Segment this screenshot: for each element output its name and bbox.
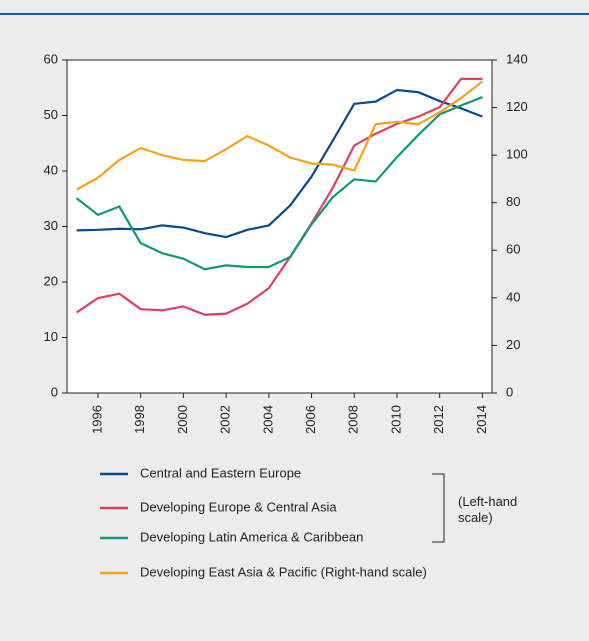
y-tick-label: 30 (44, 218, 58, 233)
y-tick-label: 40 (44, 162, 58, 177)
y-tick-label: 20 (44, 273, 58, 288)
x-tick-label: 2002 (218, 405, 233, 434)
y2-tick-label: 120 (506, 99, 528, 114)
y2-tick-label: 140 (506, 51, 528, 66)
x-tick-label: 1996 (89, 405, 104, 434)
y-tick-label: 10 (44, 329, 58, 344)
y2-tick-label: 0 (506, 384, 513, 399)
x-tick-label: 2000 (175, 405, 190, 434)
x-tick-label: 2004 (260, 405, 275, 434)
series-line (76, 88, 483, 239)
y2-tick-label: 100 (506, 147, 528, 162)
y2-tick-label: 80 (506, 194, 520, 209)
y-tick-label: 60 (44, 51, 58, 66)
y2-tick-label: 20 (506, 337, 520, 352)
y-tick-label: 0 (51, 384, 58, 399)
bracket-label: (Left-hand scale) (458, 494, 518, 525)
series-line (75, 96, 483, 271)
x-tick-label: 2014 (474, 405, 489, 434)
legend-label: Developing East Asia & Pacific (Right-ha… (140, 564, 427, 579)
top-rule (0, 13, 589, 15)
x-tick-label: 2010 (388, 405, 403, 434)
legend-label: Developing Latin America & Caribbean (140, 529, 363, 544)
x-tick-label: 2006 (303, 405, 318, 434)
legend-bracket (432, 473, 445, 543)
legend-label: Developing Europe & Central Asia (140, 499, 337, 514)
y2-tick-label: 40 (506, 289, 520, 304)
series-line (76, 80, 484, 191)
x-tick-label: 1998 (132, 405, 147, 434)
y2-tick-label: 60 (506, 242, 520, 257)
x-tick-label: 2008 (346, 405, 361, 434)
x-tick-label: 2012 (431, 405, 446, 434)
y-tick-label: 50 (44, 107, 58, 122)
series-line (75, 77, 483, 316)
legend-label: Central and Eastern Europe (140, 465, 301, 480)
